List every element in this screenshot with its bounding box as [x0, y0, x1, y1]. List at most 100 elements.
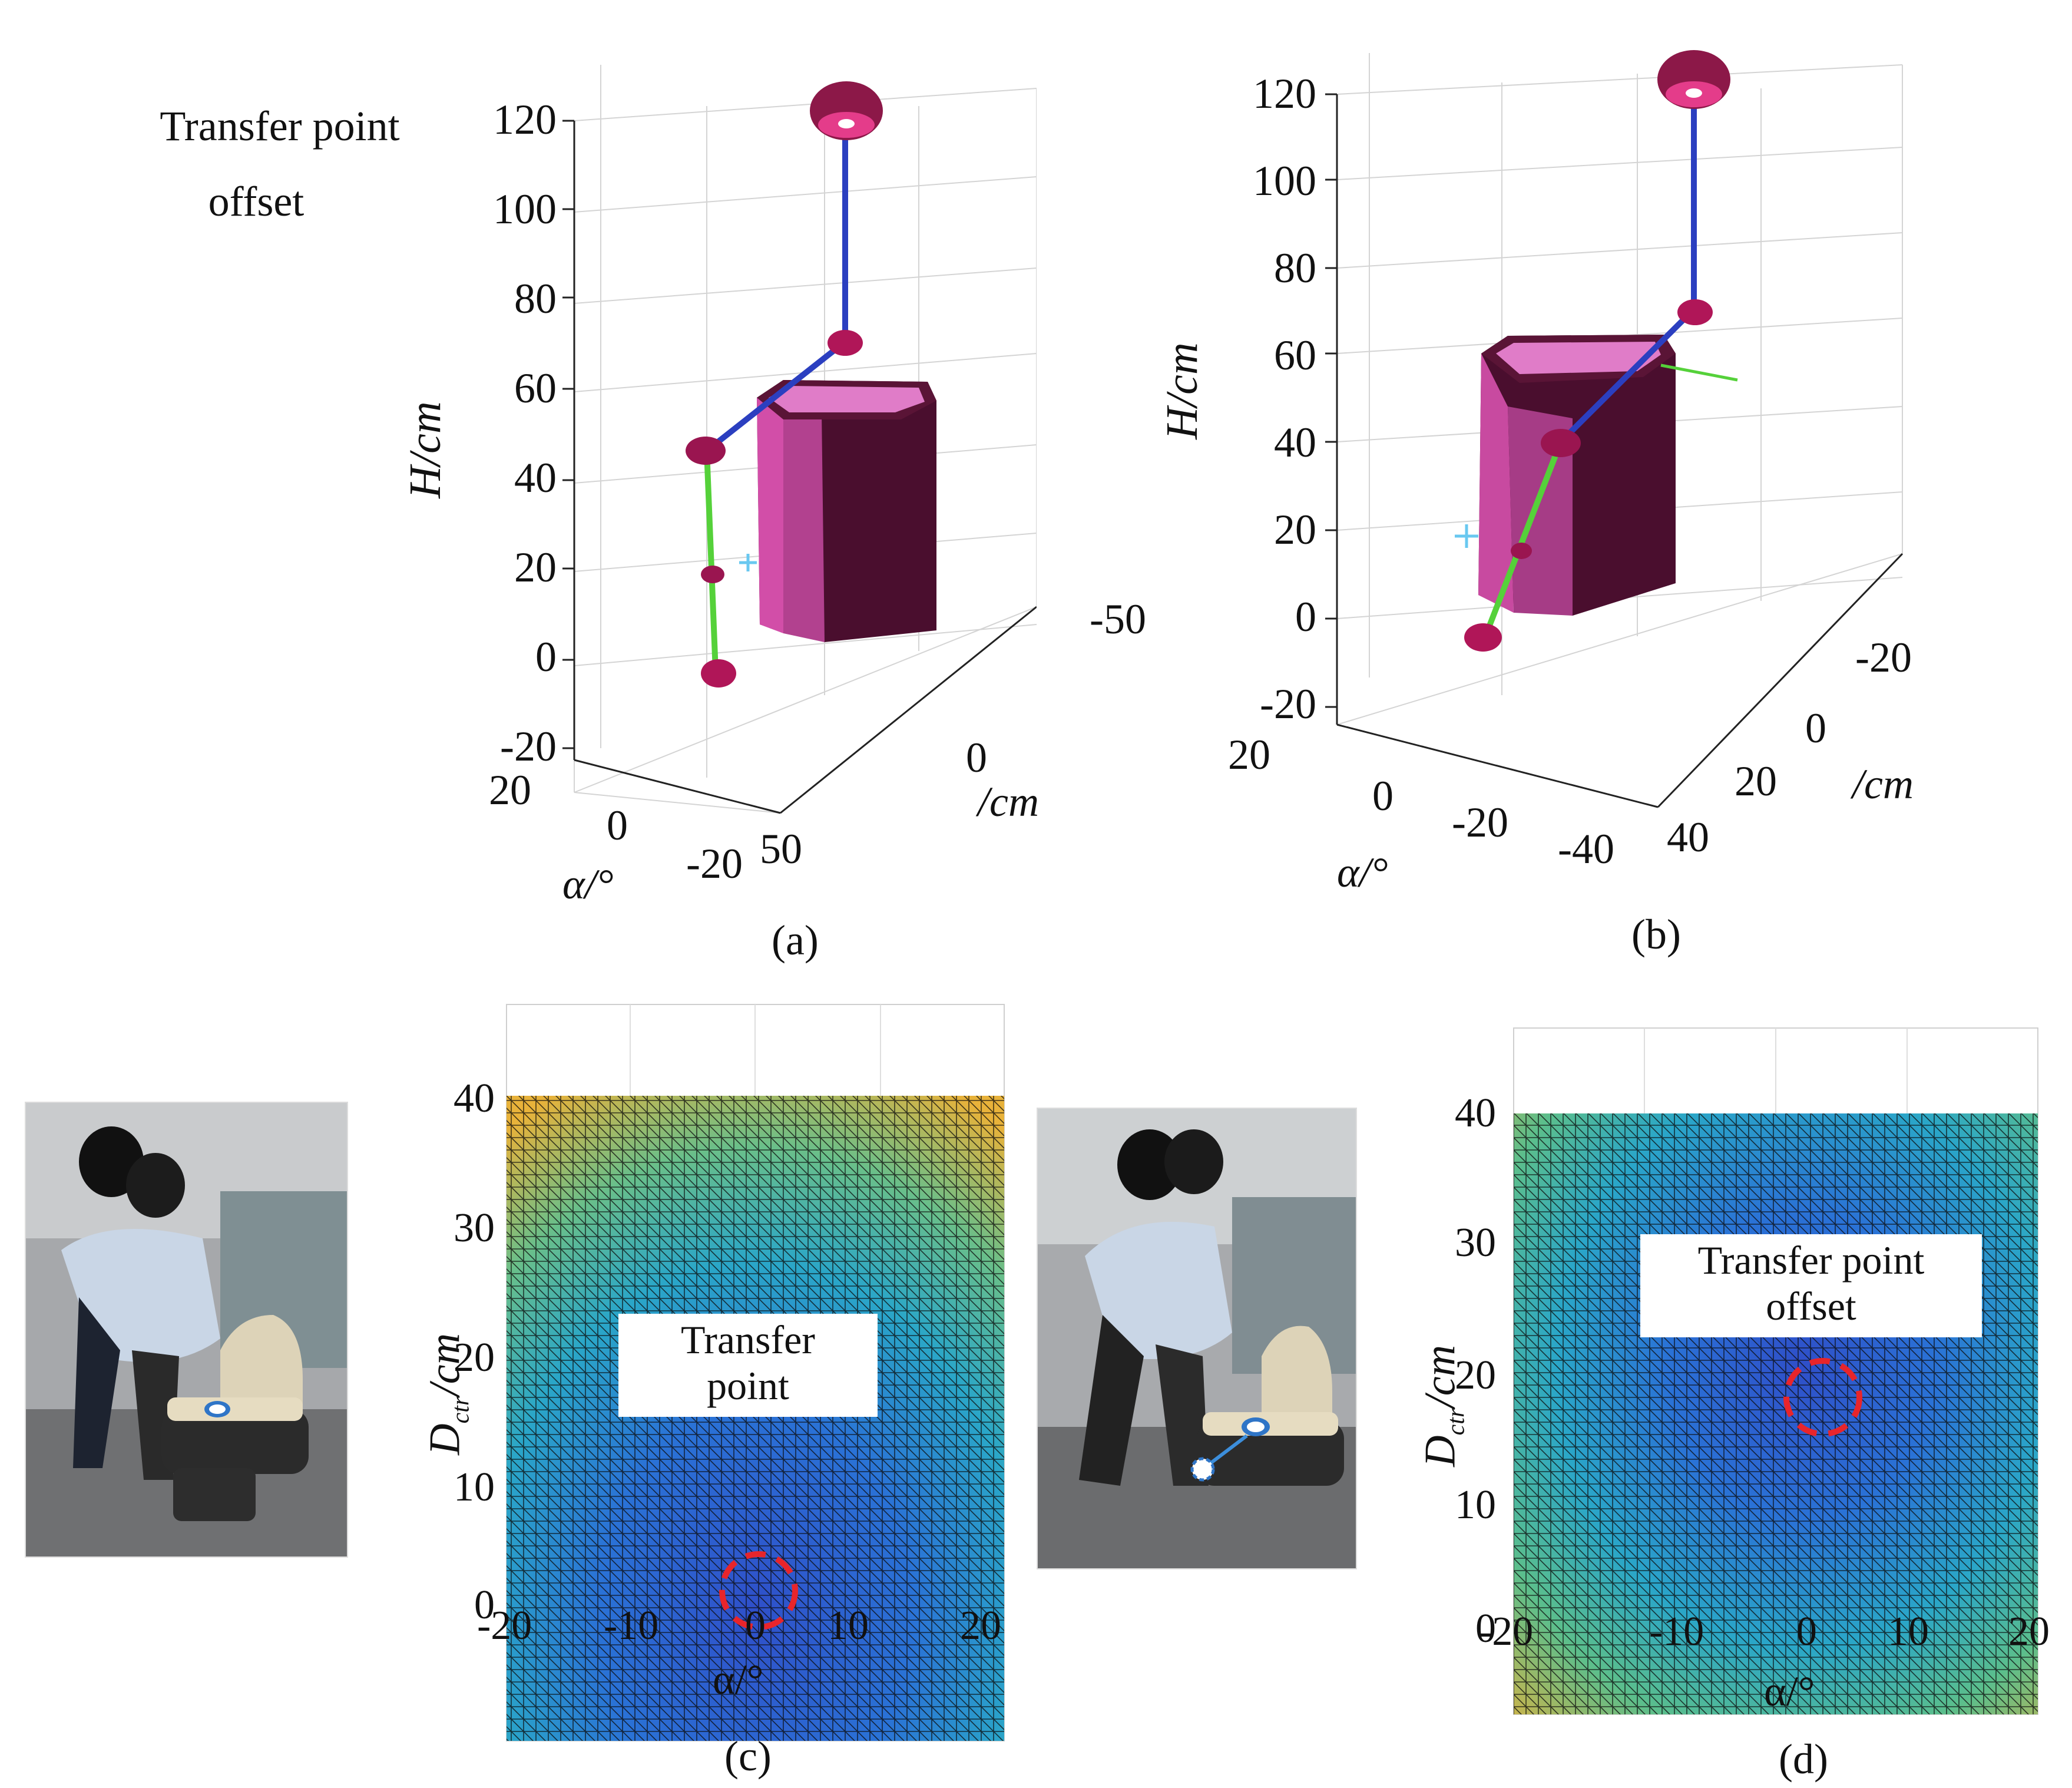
panel-c: Transfer point 40 30 20 10 0 Dctr/cm -20…: [412, 1002, 1031, 1788]
panel-d-y-axis-label-main: D: [1416, 1435, 1465, 1467]
panel-c-x-tick: 0: [745, 1603, 766, 1648]
panel-d-y-tick: 20: [1455, 1353, 1496, 1398]
panel-c-y-tick: 0: [474, 1582, 495, 1628]
panel-c-annotation-line2: point: [707, 1363, 789, 1408]
panel-c-y-tick: 10: [454, 1465, 495, 1510]
panel-a-x-tick: 20: [489, 766, 531, 814]
panel-a-z-axis-label: H/cm: [400, 401, 450, 498]
photo-transfer-right-drawing: [1038, 1109, 1356, 1568]
panel-d-label: (d): [1779, 1736, 1828, 1783]
panel-b-3d-plot: [1325, 50, 1904, 808]
panel-b-x-tick: 20: [1228, 731, 1270, 778]
panel-d-y-axis-label: Dctr/cm: [1416, 1317, 1471, 1494]
panel-b-y-tick: 40: [1667, 814, 1709, 861]
panel-a-x-tick: -20: [686, 840, 743, 887]
panel-d-x-axis-label: α/°: [1764, 1668, 1815, 1715]
panel-a-base-joint: [701, 659, 736, 688]
panel-d-annotation-box: [1640, 1234, 1982, 1337]
panel-b-z-tick: 40: [1274, 419, 1316, 466]
panel-a-title-line1: Transfer point: [160, 103, 400, 150]
panel-a-x-axis-label: α/°: [562, 861, 614, 908]
panel-a-z-tick: 100: [493, 186, 557, 233]
panel-a-y-tick: -50: [1090, 596, 1146, 643]
panel-a-joints: [686, 81, 883, 688]
panel-d-y-axis-label-unit: /cm: [1416, 1344, 1465, 1408]
panel-a-z-tick: 120: [493, 96, 557, 143]
panel-a-y-tick: 50: [760, 825, 802, 872]
panel-b-z-tick: 80: [1274, 244, 1316, 292]
panel-d-annotation-line1: Transfer point: [1697, 1238, 1925, 1283]
panel-a-z-tick: 0: [535, 633, 557, 680]
panel-d-x-tick: 0: [1796, 1609, 1817, 1654]
panel-a-shoulder-joint: [686, 437, 726, 465]
panel-a-x-tick: 0: [607, 802, 628, 849]
panel-d-y-tick: 0: [1475, 1606, 1496, 1651]
panel-a-z-tick: 60: [514, 365, 557, 412]
panel-b-lower-link: [1482, 441, 1564, 637]
panel-b-x-axis-label: α/°: [1337, 849, 1388, 896]
panel-a-y-axis-label: /cm: [978, 778, 1039, 825]
panel-a-title-line2: offset: [208, 178, 304, 225]
panel-d-x-tick: -10: [1649, 1609, 1704, 1654]
panel-d-heatmap: [1513, 1027, 2038, 1715]
panel-b-z-tick: 60: [1274, 332, 1316, 379]
panel-b-shoulder-joint: [1541, 429, 1581, 457]
panel-a: Transfer point offset: [0, 0, 1146, 978]
panel-a-z-tick: 40: [514, 454, 557, 501]
panel-b-elbow-joint: [1677, 299, 1713, 325]
panel-b-joints: [1455, 50, 1738, 652]
panel-c-marker: [719, 1551, 798, 1630]
panel-c-x-tick: 20: [960, 1603, 1001, 1648]
panel-b-z-tick: 0: [1295, 593, 1316, 640]
panel-d-annotation-line2: offset: [1766, 1284, 1856, 1328]
panel-a-3d-plot: [562, 65, 1037, 814]
panel-c-label: (c): [724, 1733, 772, 1780]
panel-b-x-tick: -40: [1558, 825, 1614, 872]
panel-c-y-tick: 20: [454, 1335, 495, 1380]
panel-b-z-tick: 20: [1274, 506, 1316, 553]
panel-d-x-tick: 10: [1888, 1609, 1929, 1654]
panel-d-y-tick: 10: [1455, 1482, 1496, 1528]
panel-a-y-tick: 0: [966, 734, 987, 781]
panel-c-x-axis-label: α/°: [713, 1656, 764, 1703]
panel-a-z-ticks: 120 100 80 60 40 20 0 -20: [448, 95, 557, 812]
panel-b-x-tick: 0: [1372, 772, 1394, 819]
panel-b-z-tick: 120: [1253, 70, 1316, 117]
panel-b-label: (b): [1631, 911, 1681, 958]
photo-transfer-left: [25, 1102, 348, 1558]
panel-a-title: Transfer point offset: [127, 88, 433, 239]
panel-a-elbow-joint: [828, 330, 863, 356]
panel-c-x-tick: 10: [828, 1603, 869, 1648]
panel-c-x-tick: -10: [604, 1603, 659, 1648]
panel-b-z-ticks: 120 100 80 60 40 20 0 -20: [1207, 70, 1316, 767]
panel-c-y-tick: 30: [454, 1205, 495, 1251]
panel-b-z-tick: 100: [1253, 157, 1316, 204]
panel-b: 120 100 80 60 40 20 0 -20 H/cm -20 0 20 …: [1148, 0, 2072, 978]
panel-b-mid-link: [1558, 307, 1696, 444]
panel-b-x-tick: -20: [1452, 799, 1508, 846]
photo-transfer-left-drawing: [26, 1103, 347, 1556]
panel-a-label: (a): [772, 917, 819, 964]
panel-a-z-tick: 20: [514, 544, 557, 591]
photo-transfer-right: [1037, 1108, 1357, 1569]
panel-d-y-tick: 40: [1455, 1090, 1496, 1136]
panel-d-x-tick: 20: [2008, 1609, 2050, 1654]
panel-b-knee-joint: [1511, 543, 1532, 559]
panel-a-knee-joint: [701, 566, 724, 583]
panel-c-y-axis-label-sub: ctr: [447, 1396, 475, 1424]
panel-d-annotation: Transfer point offset: [1640, 1237, 1982, 1329]
panel-c-y-axis-label-unit: /cm: [421, 1333, 469, 1396]
panel-d-y-tick: 30: [1455, 1220, 1496, 1265]
panel-d-marker: [1783, 1358, 1862, 1437]
panel-a-z-tick: 80: [514, 275, 557, 322]
panel-c-y-tick: 40: [454, 1076, 495, 1121]
panel-c-annotation: Transfer point: [618, 1317, 878, 1409]
panel-b-y-tick: 20: [1735, 758, 1777, 805]
panel-d: Transfer point offset 40 30 20 10 0 Dctr…: [1390, 1002, 2072, 1788]
panel-d-x-tick: -20: [1478, 1609, 1534, 1654]
panel-b-y-tick: 0: [1805, 705, 1826, 752]
panel-a-mid-link: [704, 339, 848, 453]
panel-d-y-axis-label-sub: ctr: [1442, 1407, 1470, 1436]
panel-c-y-axis-label: Dctr/cm: [421, 1306, 475, 1482]
panel-c-x-tick: -20: [477, 1603, 532, 1648]
